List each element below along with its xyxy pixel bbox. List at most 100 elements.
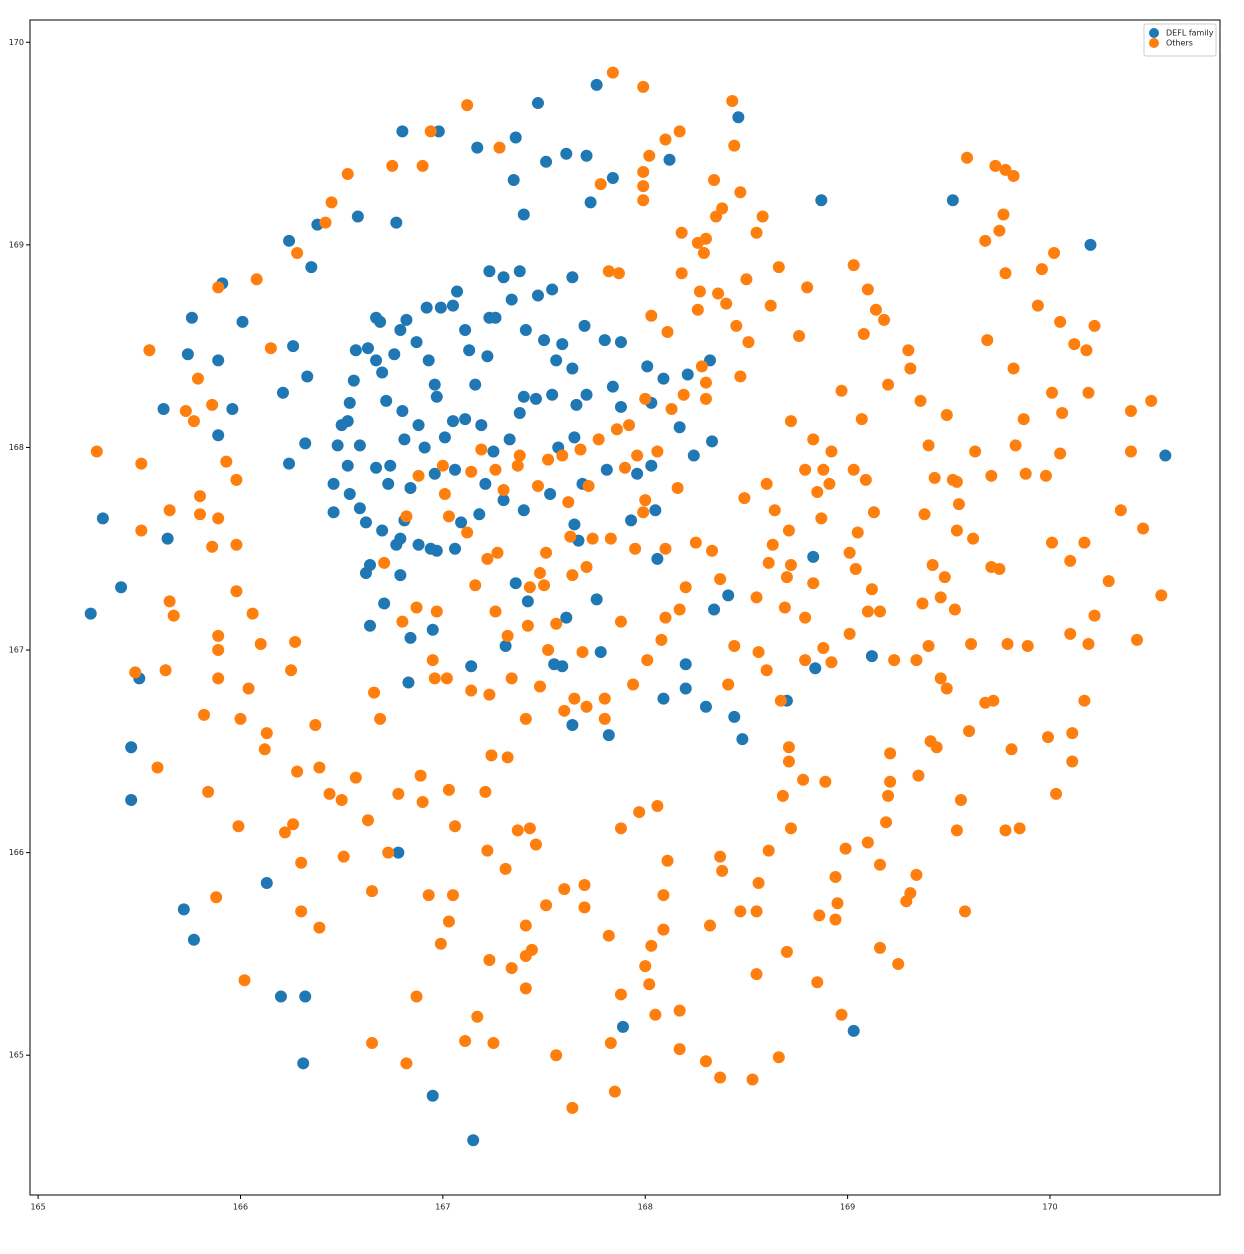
point — [517, 390, 530, 403]
point — [592, 433, 605, 446]
point — [570, 398, 583, 411]
point — [359, 516, 372, 529]
point — [726, 95, 739, 108]
point — [817, 463, 830, 476]
point — [1017, 413, 1030, 426]
point — [283, 234, 296, 247]
point — [416, 795, 429, 808]
point — [1007, 362, 1020, 375]
point — [657, 372, 670, 385]
point — [946, 194, 959, 207]
point — [1124, 404, 1137, 417]
point — [426, 623, 439, 636]
point — [483, 265, 496, 278]
point — [657, 692, 670, 705]
point — [616, 1020, 629, 1033]
point — [283, 457, 296, 470]
point — [878, 313, 891, 326]
point — [1078, 536, 1091, 549]
point — [697, 246, 710, 259]
point — [493, 141, 506, 154]
point — [313, 921, 326, 934]
point — [212, 644, 225, 657]
point — [928, 471, 941, 484]
point — [521, 619, 534, 632]
point — [366, 1037, 379, 1050]
point — [125, 741, 138, 754]
point — [861, 836, 874, 849]
point — [424, 125, 437, 138]
point — [768, 504, 781, 517]
point — [598, 692, 611, 705]
point — [637, 180, 650, 193]
point — [531, 289, 544, 302]
point — [750, 905, 763, 918]
point — [562, 496, 575, 509]
point — [843, 627, 856, 640]
point — [809, 662, 822, 675]
point — [594, 178, 607, 191]
point — [191, 372, 204, 385]
point — [287, 340, 300, 353]
point — [230, 585, 243, 598]
point — [442, 915, 455, 928]
point — [997, 208, 1010, 221]
point — [590, 78, 603, 91]
point — [926, 558, 939, 571]
point — [501, 629, 514, 642]
point — [679, 581, 692, 594]
point — [1005, 743, 1018, 756]
point — [481, 844, 494, 857]
point — [637, 80, 650, 93]
point — [780, 571, 793, 584]
point — [234, 712, 247, 725]
point — [825, 656, 838, 669]
point — [598, 712, 611, 725]
point — [807, 577, 820, 590]
point — [979, 234, 992, 247]
point — [861, 283, 874, 296]
point — [418, 441, 431, 454]
point — [361, 342, 374, 355]
point — [1009, 439, 1022, 452]
point — [730, 319, 743, 332]
point — [574, 443, 587, 456]
point — [849, 563, 862, 576]
point — [614, 822, 627, 835]
point — [1035, 263, 1048, 276]
point — [734, 186, 747, 199]
point — [1080, 344, 1093, 357]
point — [1048, 246, 1061, 259]
point — [531, 97, 544, 110]
point — [481, 350, 494, 363]
point — [513, 265, 526, 278]
point — [388, 348, 401, 361]
y-tick-label: 167 — [9, 646, 24, 655]
point — [1001, 637, 1014, 650]
point — [689, 536, 702, 549]
point — [659, 542, 672, 555]
point — [835, 384, 848, 397]
point — [985, 469, 998, 482]
point — [930, 741, 943, 754]
point — [1046, 386, 1059, 399]
point — [884, 775, 897, 788]
point — [455, 516, 468, 529]
point — [633, 806, 646, 819]
point — [752, 646, 765, 659]
point — [580, 149, 593, 162]
point — [861, 605, 874, 618]
x-tick-label: 169 — [840, 1203, 855, 1212]
point — [475, 419, 488, 432]
point — [187, 415, 200, 428]
point — [566, 719, 579, 731]
point — [865, 650, 878, 663]
point — [691, 236, 704, 249]
point — [815, 194, 828, 207]
point — [483, 688, 496, 701]
point — [459, 1035, 472, 1048]
point — [714, 1071, 727, 1084]
point — [784, 558, 797, 571]
point — [722, 589, 735, 602]
point — [376, 524, 389, 537]
